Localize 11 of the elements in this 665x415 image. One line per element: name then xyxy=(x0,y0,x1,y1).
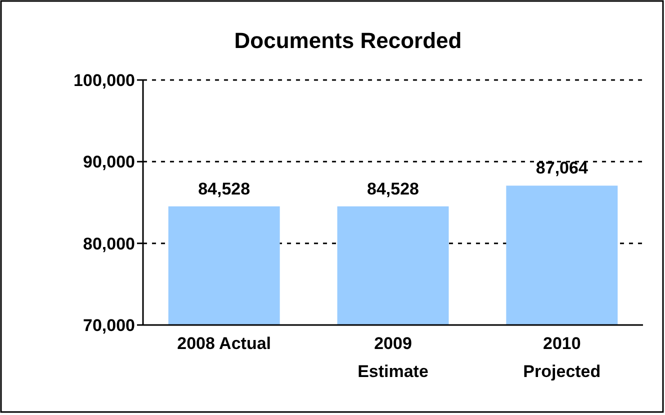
data-label: 84,528 xyxy=(367,179,419,198)
y-tick-label: 90,000 xyxy=(83,152,135,172)
y-tick-label: 80,000 xyxy=(83,234,135,254)
data-label: 87,064 xyxy=(536,158,588,178)
x-tick-label: 2010 Projected xyxy=(523,334,601,381)
y-tick-label: 100,000 xyxy=(74,70,135,90)
x-tick-label: 2008 Actual xyxy=(177,334,272,353)
y-tick-label: 70,000 xyxy=(83,316,135,335)
data-label: 84,528 xyxy=(198,179,250,198)
x-tick-label: 2009 Estimate xyxy=(358,334,428,381)
chart-title: Documents Recorded xyxy=(234,28,462,53)
